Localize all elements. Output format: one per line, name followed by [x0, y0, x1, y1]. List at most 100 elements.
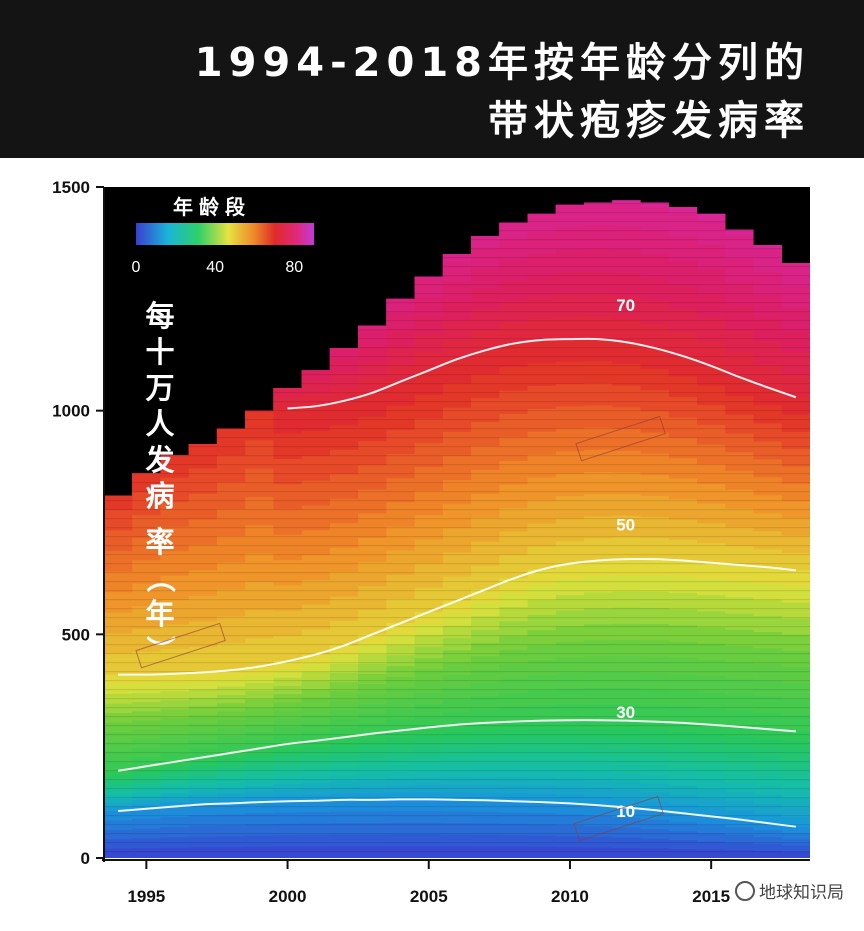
stripe	[104, 311, 810, 313]
stripe	[104, 563, 810, 565]
stripe	[104, 500, 810, 502]
title-banner: 1994-2018年按年龄分列的 带状疱疹发病率	[0, 0, 864, 158]
stripe	[104, 464, 810, 466]
pixel-stripes	[104, 194, 810, 853]
chart-title-line-2: 带状疱疹发病率	[488, 98, 810, 144]
contour-line-10	[118, 798, 797, 828]
y-axis-label-char: 人	[145, 407, 174, 441]
stripe	[104, 698, 810, 700]
stripe	[104, 446, 810, 448]
stripe	[104, 275, 810, 277]
brand-text: 地球知识局	[759, 883, 844, 903]
stripe	[104, 203, 810, 205]
stripe	[104, 248, 810, 250]
y-axis-label-char: 十	[145, 335, 174, 369]
stripe	[104, 815, 810, 817]
stripe	[104, 581, 810, 583]
y-tick-label: 0	[81, 849, 90, 868]
stripe	[104, 428, 810, 430]
stripe	[104, 536, 810, 538]
stripe	[104, 671, 810, 673]
stripe	[104, 590, 810, 592]
stripe	[104, 509, 810, 511]
stripe	[104, 572, 810, 574]
contour-lines: 10 30 50 70	[117, 296, 797, 828]
y-axis-label-char: ）	[143, 635, 177, 664]
stripe	[104, 554, 810, 556]
stripe	[104, 680, 810, 682]
stripe	[104, 716, 810, 718]
stripe	[104, 347, 810, 349]
stripe	[104, 221, 810, 223]
stripe	[104, 293, 810, 295]
stripe	[104, 320, 810, 322]
stripe	[104, 473, 810, 475]
contour-label-50: 50	[616, 516, 635, 535]
wechat-icon	[735, 881, 755, 901]
stripe	[104, 482, 810, 484]
stripe	[104, 374, 810, 376]
age-legend: 年龄段 0 40 80	[132, 195, 314, 276]
stripe	[104, 518, 810, 520]
stripe	[104, 617, 810, 619]
stripe	[104, 662, 810, 664]
stripe	[104, 626, 810, 628]
stripe	[104, 230, 810, 232]
x-tick-label: 2005	[410, 887, 448, 906]
stripe	[104, 734, 810, 736]
contour-label-30: 30	[616, 703, 635, 722]
stripe	[104, 824, 810, 826]
y-tick-label: 500	[62, 625, 90, 644]
stripe	[104, 401, 810, 403]
stripe	[104, 527, 810, 529]
stripe	[104, 437, 810, 439]
brand-mark: 地球知识局	[735, 878, 844, 903]
stripe	[104, 833, 810, 835]
age-band-layers	[104, 200, 810, 858]
legend-tick-label: 0	[132, 259, 141, 276]
stripe	[104, 779, 810, 781]
stripe	[104, 383, 810, 385]
stripe	[104, 491, 810, 493]
stripe	[104, 608, 810, 610]
stripe	[104, 257, 810, 259]
x-tick-label: 2000	[269, 887, 307, 906]
contour-label-70: 70	[616, 296, 635, 315]
stripe	[104, 806, 810, 808]
stripe	[104, 644, 810, 646]
stripe	[104, 329, 810, 331]
y-axis-label-char: 病	[145, 479, 174, 513]
legend-colorbar	[136, 223, 314, 245]
y-axis-label-char: 每	[145, 299, 174, 333]
stripe	[104, 266, 810, 268]
stripe	[104, 842, 810, 844]
contour-label-10: 10	[616, 802, 635, 821]
stripe	[104, 743, 810, 745]
stripe	[104, 752, 810, 754]
y-tick-label: 1500	[52, 178, 90, 197]
y-axis-label-char: 发	[144, 443, 174, 477]
stripe	[104, 770, 810, 772]
stripe	[104, 545, 810, 547]
stripe	[104, 239, 810, 241]
age-band	[104, 846, 810, 858]
stripe	[104, 761, 810, 763]
stripe	[104, 788, 810, 790]
stripe	[104, 599, 810, 601]
x-tick-label: 2015	[692, 887, 730, 906]
contour-line-30	[117, 719, 796, 772]
contour-line-70	[287, 337, 797, 410]
stripe	[104, 455, 810, 457]
y-axis-label-char: 率	[145, 525, 174, 559]
legend-tick-label: 40	[206, 259, 224, 276]
y-tick-label: 1000	[52, 402, 90, 421]
stripe	[104, 707, 810, 709]
stripe	[104, 338, 810, 340]
y-axis-label-char: 年	[145, 597, 174, 631]
stripe	[104, 410, 810, 412]
stripe	[104, 635, 810, 637]
stripe	[104, 365, 810, 367]
incidence-chart: 10 30 50 70 0 500 1000 1500 1995 2000 2005 2010 201…	[52, 178, 810, 906]
